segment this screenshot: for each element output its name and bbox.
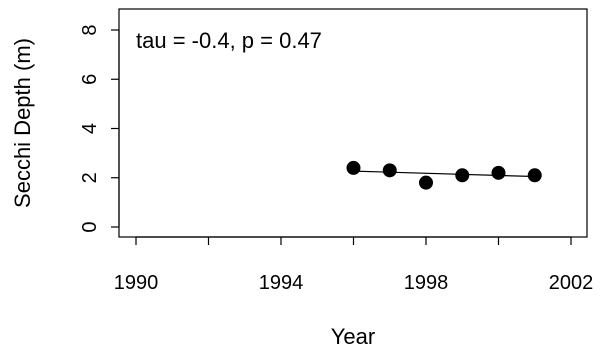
trend-line-group — [353, 170, 535, 178]
y-tick-label: 8 — [79, 24, 101, 35]
y-tick-label: 0 — [79, 221, 101, 232]
y-tick-label: 4 — [79, 123, 101, 134]
x-tick-label: 1998 — [404, 272, 449, 294]
y-tick-label: 2 — [79, 172, 101, 183]
y-axis: 0 2 4 6 8 — [79, 24, 120, 233]
data-point — [455, 168, 470, 183]
trend-line — [353, 170, 535, 178]
y-axis-label: Secchi Depth (m) — [10, 38, 35, 208]
data-point — [382, 163, 397, 178]
x-tick-label: 1990 — [114, 272, 159, 294]
x-tick-label: 2002 — [549, 272, 594, 294]
data-point — [491, 165, 506, 180]
x-tick-label: 1994 — [259, 272, 304, 294]
data-point — [527, 168, 542, 183]
data-point — [346, 160, 361, 175]
x-axis: 1990 1994 1998 2002 — [114, 236, 594, 294]
data-point — [419, 175, 433, 190]
x-axis-label: Year — [331, 324, 375, 349]
annotation-text: tau = -0.4, p = 0.47 — [136, 28, 322, 53]
data-points — [346, 160, 542, 190]
y-tick-label: 6 — [79, 74, 101, 85]
